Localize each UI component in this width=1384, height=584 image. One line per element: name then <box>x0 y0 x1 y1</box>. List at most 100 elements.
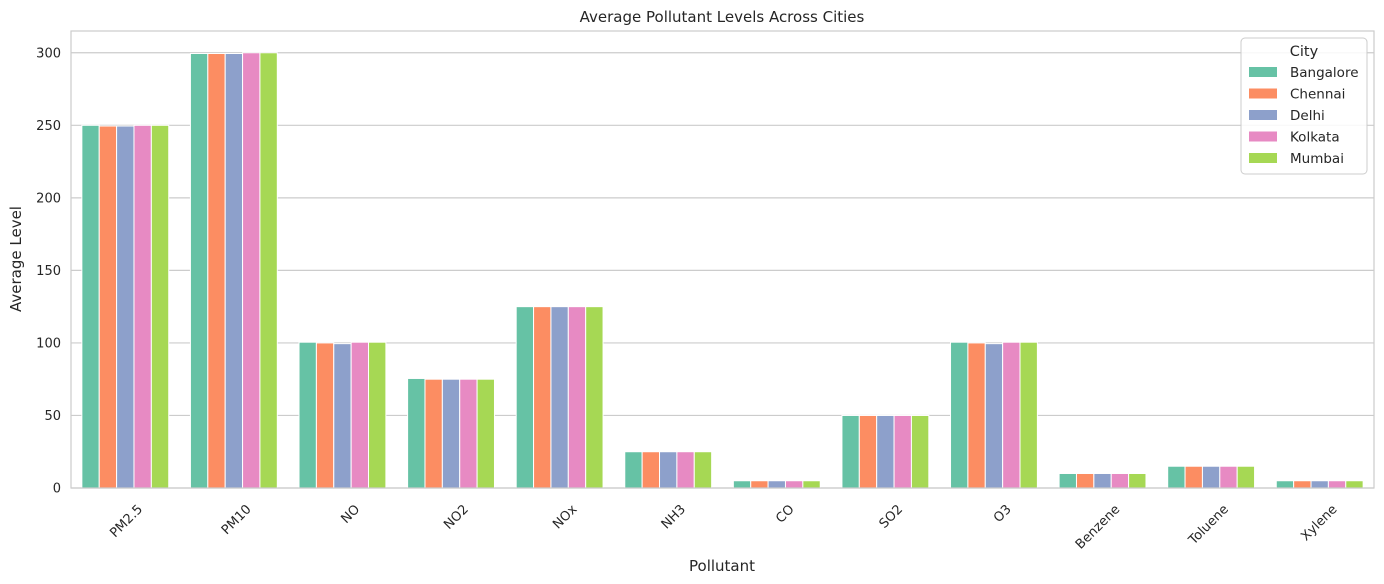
y-tick-label: 100 <box>36 336 61 351</box>
bar-bangalore-pm25 <box>81 124 100 489</box>
bar-kolkata-so2 <box>893 414 912 489</box>
bar-chennai-pm25 <box>98 125 118 489</box>
legend-swatch-chennai <box>1249 88 1277 99</box>
legend-label-delhi: Delhi <box>1290 108 1325 124</box>
bar-mumbai-o3 <box>1019 341 1038 489</box>
bar-kolkata-o3 <box>1002 341 1021 489</box>
bar-chennai-benzene <box>1075 472 1095 489</box>
bar-delhi-nox <box>550 306 569 489</box>
x-tick-label: PM2.5 <box>107 502 146 541</box>
y-tick-label: 0 <box>53 482 61 497</box>
bar-bangalore-so2 <box>841 414 860 489</box>
bar-delhi-nh3 <box>659 451 678 489</box>
y-tick-label: 150 <box>36 264 61 279</box>
legend: City Bangalore Chennai Delhi Kolkata Mumbai <box>1240 37 1368 175</box>
x-tick-label: PM10 <box>219 502 255 538</box>
bar-delhi-co <box>767 480 786 489</box>
x-axis-label: Pollutant <box>689 557 755 575</box>
bar-delhi-toluene <box>1201 465 1221 489</box>
y-tick-label: 200 <box>36 191 61 206</box>
x-tick-label: O3 <box>991 502 1015 526</box>
legend-swatch-kolkata <box>1249 131 1277 142</box>
bar-bangalore-co <box>732 480 752 489</box>
bar-delhi-pm10 <box>224 52 244 489</box>
bar-chennai-nh3 <box>641 451 661 489</box>
legend-label-mumbai: Mumbai <box>1290 151 1344 167</box>
bar-mumbai-so2 <box>910 414 930 489</box>
bar-kolkata-toluene <box>1219 465 1238 489</box>
bar-delhi-o3 <box>984 343 1004 489</box>
bar-kolkata-co <box>784 480 804 489</box>
plot-background <box>71 31 1374 488</box>
bar-chennai-toluene <box>1184 465 1203 489</box>
bar-chennai-xylene <box>1293 480 1312 489</box>
bar-delhi-no2 <box>441 378 461 489</box>
bar-bangalore-benzene <box>1058 472 1077 489</box>
x-tick-label: Xylene <box>1298 502 1340 544</box>
y-tick-label: 50 <box>44 409 61 424</box>
bar-mumbai-no <box>368 341 387 489</box>
bar-bangalore-o3 <box>950 341 969 489</box>
bar-bangalore-xylene <box>1275 480 1295 489</box>
x-tick-label: NO <box>338 502 363 527</box>
bar-chennai-so2 <box>858 414 878 489</box>
y-tick-label: 300 <box>36 46 61 61</box>
y-axis-label: Average Level <box>7 206 25 312</box>
bar-mumbai-pm25 <box>150 124 170 489</box>
bar-kolkata-no <box>350 341 370 489</box>
x-tick-label: SO2 <box>877 502 907 532</box>
chart-title: Average Pollutant Levels Across Cities <box>580 8 865 26</box>
bar-mumbai-benzene <box>1128 472 1147 489</box>
legend-swatch-delhi <box>1249 110 1277 120</box>
legend-label-bangalore: Bangalore <box>1290 65 1359 81</box>
x-tick-label: CO <box>773 502 797 526</box>
bar-kolkata-no2 <box>459 378 478 489</box>
x-tick-label: NH3 <box>659 502 689 532</box>
bar-chennai-nox <box>533 306 552 489</box>
legend-label-kolkata: Kolkata <box>1290 130 1340 146</box>
x-tick-label: Toluene <box>1185 502 1232 549</box>
bar-delhi-pm25 <box>116 125 135 489</box>
legend-swatch-mumbai <box>1249 153 1277 163</box>
bar-kolkata-pm10 <box>242 52 261 489</box>
x-tick-labels: PM2.5 PM10 NO NO2 NOx NH3 CO SO2 O3 Benzene Toluen… <box>107 502 1340 553</box>
bar-mumbai-pm10 <box>259 52 278 489</box>
bars <box>81 52 1364 489</box>
bar-bangalore-nh3 <box>624 451 643 489</box>
plot-frame <box>70 30 1375 489</box>
x-tick-label: NOx <box>550 502 580 532</box>
bar-chennai-co <box>750 480 769 489</box>
bar-delhi-xylene <box>1310 480 1329 489</box>
bar-delhi-no <box>333 343 352 489</box>
bar-delhi-so2 <box>876 414 895 489</box>
y-tick-label: 250 <box>36 119 61 134</box>
legend-swatch-bangalore <box>1249 67 1277 77</box>
x-tick-label: NO2 <box>441 502 472 533</box>
bar-kolkata-xylene <box>1327 480 1347 489</box>
bar-mumbai-nh3 <box>693 451 713 489</box>
bar-kolkata-pm25 <box>133 124 152 489</box>
bar-mumbai-no2 <box>476 378 495 489</box>
legend-title: City <box>1290 44 1319 60</box>
bar-mumbai-nox <box>585 306 604 489</box>
bar-bangalore-no <box>298 341 317 489</box>
y-tick-labels: 0 50 100 150 200 250 300 <box>36 46 61 496</box>
bar-bangalore-pm10 <box>189 52 209 489</box>
bar-kolkata-benzene <box>1110 472 1130 489</box>
bar-chennai-no <box>315 342 335 489</box>
bar-kolkata-nox <box>567 306 587 489</box>
bar-bangalore-no2 <box>407 377 426 489</box>
bar-chennai-o3 <box>967 342 986 489</box>
bar-bangalore-toluene <box>1167 465 1186 489</box>
bar-mumbai-co <box>802 480 821 489</box>
x-tick-label: Benzene <box>1073 502 1123 552</box>
bar-bangalore-nox <box>515 306 535 489</box>
bar-mumbai-xylene <box>1345 480 1364 489</box>
legend-label-chennai: Chennai <box>1290 87 1345 103</box>
bar-chennai-pm10 <box>207 52 226 489</box>
bar-mumbai-toluene <box>1236 465 1256 489</box>
bar-kolkata-nh3 <box>676 451 695 489</box>
bar-delhi-benzene <box>1093 472 1112 489</box>
bar-chennai-no2 <box>424 378 443 489</box>
